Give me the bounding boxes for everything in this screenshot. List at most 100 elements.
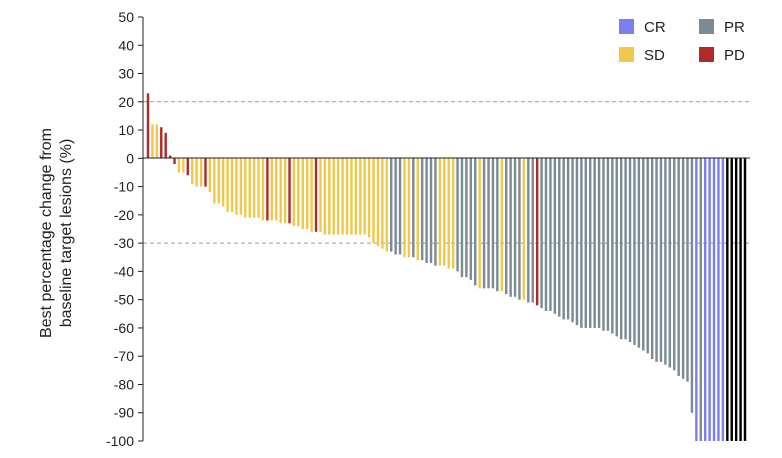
bar-patient-8 (177, 158, 181, 173)
bar-patient-10 (186, 158, 190, 176)
bar-patient-105 (606, 158, 610, 331)
bar-patient-75 (474, 158, 477, 286)
bar-patient-48 (354, 158, 358, 235)
y-axis-title-line-1: Best percentage change from (38, 128, 55, 338)
bar-patient-54 (381, 158, 384, 249)
bar-patient-27 (261, 158, 265, 221)
y-tick-label: -40 (114, 263, 134, 279)
bar-patient-74 (469, 158, 473, 280)
bar-patient-109 (624, 158, 627, 340)
bar-patient-129 (712, 158, 716, 441)
bar-patient-78 (487, 158, 490, 289)
bar-patient-38 (310, 158, 313, 232)
bar-patient-85 (518, 158, 521, 300)
bar-patient-92 (549, 158, 552, 311)
bar-patient-95 (562, 158, 565, 320)
y-tick-label: -30 (114, 235, 134, 251)
bar-patient-13 (199, 158, 203, 187)
bar-patient-69 (447, 158, 450, 269)
y-tick-label: -100 (106, 433, 134, 449)
bar-patient-96 (566, 158, 570, 320)
bar-patient-35 (297, 158, 300, 227)
bar-patient-64 (425, 158, 428, 263)
bar-patient-24 (248, 158, 251, 218)
bar-patient-112 (637, 158, 641, 348)
bar-patient-114 (646, 158, 649, 354)
bar-patient-53 (376, 158, 380, 246)
y-tick-label: -80 (114, 376, 134, 392)
bar-patient-135 (739, 158, 742, 441)
bar-patient-61 (412, 158, 415, 258)
bar-patient-123 (686, 158, 689, 382)
bar-patient-103 (597, 158, 601, 328)
legend-label-cr: CR (644, 19, 666, 36)
bar-patient-133 (730, 158, 733, 441)
bar-patient-106 (611, 158, 614, 334)
bar-patient-47 (350, 158, 353, 235)
bar-patient-7 (173, 158, 176, 164)
bar-patient-11 (191, 158, 194, 184)
bar-patient-58 (398, 158, 402, 255)
bar-patient-121 (677, 158, 680, 376)
bar-patient-57 (394, 158, 397, 255)
bar-patient-41 (323, 158, 327, 235)
bar-patient-76 (478, 158, 481, 289)
bar-patient-101 (589, 158, 592, 328)
bar-patient-79 (491, 158, 495, 289)
bar-patient-25 (252, 158, 256, 218)
bar-patient-28 (266, 158, 269, 221)
bar-patient-113 (642, 158, 645, 351)
bar-patient-86 (522, 158, 526, 300)
bar-patient-82 (504, 158, 508, 295)
y-axis-ticks: 50 40 30 20 10 0 -10 -20 -30 -40 -50 -60 -70 -80 -90 -1… (106, 9, 143, 449)
bar-patient-37 (305, 158, 309, 229)
y-tick-label: -70 (114, 348, 134, 364)
bar-patient-107 (615, 158, 618, 337)
bar-patient-21 (235, 158, 238, 215)
bar-patient-100 (584, 158, 588, 328)
bar-patient-46 (345, 158, 349, 235)
bar-patient-40 (319, 158, 322, 232)
bar-patient-4 (160, 127, 163, 159)
bar-patient-98 (575, 158, 579, 326)
bar-patient-119 (668, 158, 672, 368)
bar-patient-80 (496, 158, 499, 292)
bar-patient-62 (416, 158, 419, 261)
bar-patient-122 (681, 158, 685, 379)
legend-label-pr: PR (724, 19, 745, 36)
bar-patient-34 (292, 158, 296, 227)
bar-patient-134 (734, 158, 738, 441)
bar-patient-127 (703, 158, 707, 441)
legend-label-pd: PD (724, 47, 745, 64)
bar-patient-99 (580, 158, 583, 328)
bar-patient-39 (314, 158, 318, 232)
bar-patient-132 (726, 158, 729, 441)
bar-patient-52 (372, 158, 375, 244)
legend: CR PR SD PD (619, 19, 745, 64)
bar-patient-130 (717, 158, 720, 441)
bar-patient-33 (288, 158, 291, 224)
bar-patient-60 (407, 158, 411, 258)
bar-patient-26 (257, 158, 260, 218)
bar-patient-32 (283, 158, 287, 224)
bar-patient-104 (602, 158, 605, 331)
bar-patient-3 (155, 124, 159, 159)
bar-patient-120 (673, 158, 676, 371)
bar-patient-118 (664, 158, 667, 365)
bar-patient-50 (363, 158, 366, 235)
y-tick-label: 50 (118, 9, 134, 25)
bar-patient-20 (230, 158, 234, 213)
y-tick-label: 10 (118, 122, 134, 138)
bar-patient-36 (301, 158, 304, 229)
bar-patient-77 (482, 158, 486, 289)
bar-patient-14 (204, 158, 207, 187)
y-tick-label: 20 (118, 94, 134, 110)
bar-patient-56 (390, 158, 393, 252)
bar-patient-72 (460, 158, 464, 278)
bar-patient-111 (633, 158, 636, 345)
bar-patient-97 (571, 158, 574, 323)
bar-patient-128 (708, 158, 711, 441)
bar-patient-125 (695, 158, 698, 441)
y-tick-label: -10 (114, 179, 134, 195)
